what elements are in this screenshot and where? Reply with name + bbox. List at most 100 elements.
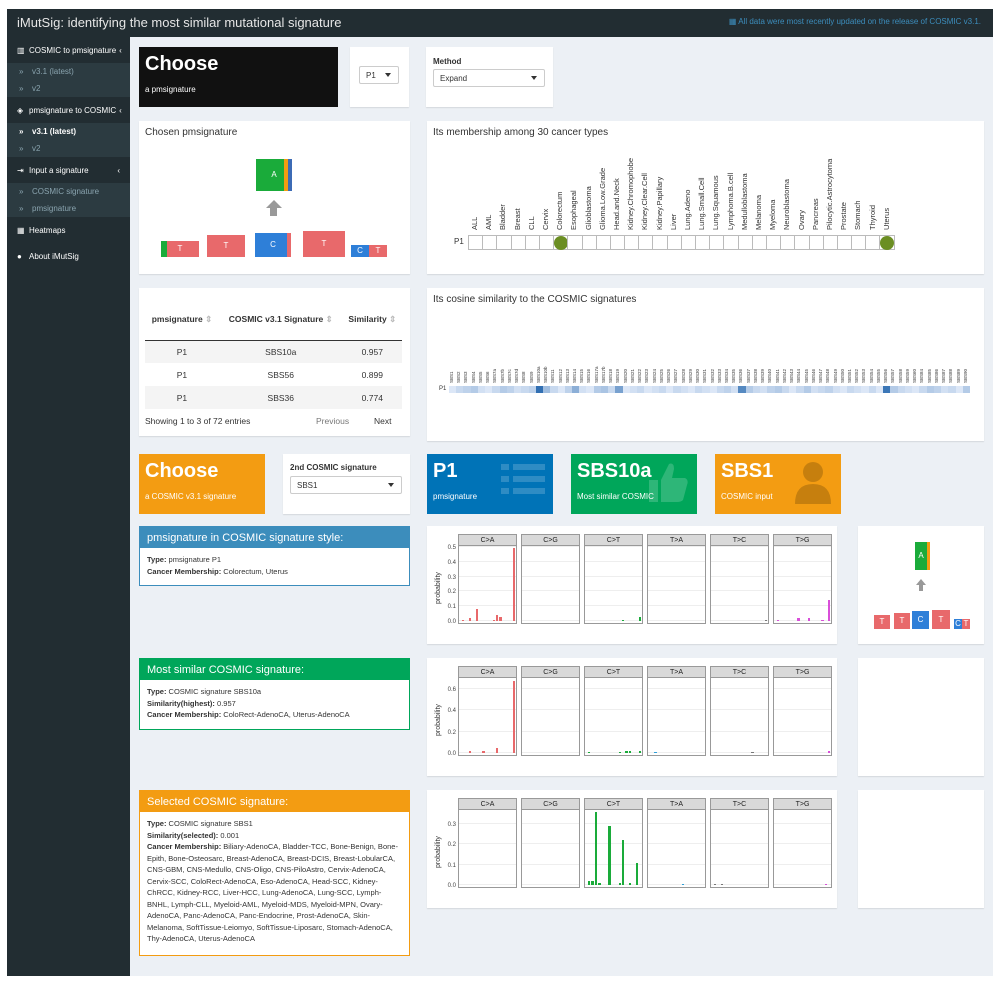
submenu-item-v31-active[interactable]: » v3.1 (latest) bbox=[19, 127, 77, 136]
membership-label: Liver bbox=[668, 213, 678, 230]
facet-header: C>T bbox=[585, 535, 642, 546]
table-row[interactable]: P1 SBS10a 0.957 bbox=[145, 340, 402, 363]
cosine-cell bbox=[825, 386, 833, 393]
facet-header: C>A bbox=[459, 667, 516, 678]
cosine-cell bbox=[752, 386, 761, 393]
method-select[interactable]: Expand bbox=[433, 69, 545, 87]
cosine-cell bbox=[637, 386, 645, 393]
submenu-input-signature: » COSMIC signature » pmsignature bbox=[7, 183, 130, 217]
cosine-cell bbox=[564, 386, 573, 393]
grid-line bbox=[459, 863, 516, 865]
submenu-item-cosmic-signature[interactable]: » COSMIC signature bbox=[19, 187, 100, 196]
facet-header: C>A bbox=[459, 799, 516, 810]
membership-cell bbox=[581, 235, 597, 250]
cosine-label: SBS14 bbox=[572, 368, 577, 383]
y-tick-label: 0.4 bbox=[447, 559, 456, 566]
cosine-cell bbox=[629, 386, 638, 393]
mini-arrow-stem bbox=[919, 585, 923, 591]
table-row[interactable]: P1 SBS56 0.899 bbox=[145, 363, 402, 386]
cosine-label: SBS87 bbox=[941, 368, 947, 383]
cosine-cell bbox=[854, 386, 862, 393]
grid-line bbox=[459, 709, 516, 711]
cosine-label: SBS1 bbox=[449, 371, 454, 383]
cosine-cell bbox=[557, 386, 566, 393]
sort-icon: ⇕ bbox=[325, 314, 333, 325]
cosine-cell bbox=[904, 386, 913, 393]
chosen-box-title: Chosen pmsignature bbox=[145, 127, 238, 138]
grid-line bbox=[522, 823, 579, 825]
cosine-label: SBS57 bbox=[890, 368, 896, 383]
table-cell: SBS10a bbox=[218, 340, 343, 363]
cosine-label: SBS15 bbox=[579, 368, 585, 383]
col-header-pmsignature[interactable]: pmsignature ⇕ bbox=[145, 300, 219, 341]
grid-line bbox=[774, 620, 831, 621]
submenu-item-v2[interactable]: » v2 bbox=[19, 144, 41, 153]
table-row[interactable]: P1 SBS36 0.774 bbox=[145, 386, 402, 409]
grid-line bbox=[774, 823, 831, 825]
submenu-item-v31[interactable]: » v3.1 (latest) bbox=[19, 67, 74, 76]
cosine-cell bbox=[477, 386, 486, 393]
cosine-cell bbox=[463, 386, 471, 393]
submenu-item-v2[interactable]: » v2 bbox=[19, 84, 41, 93]
spectrum-bar bbox=[594, 812, 598, 885]
col-header-cosmic[interactable]: COSMIC v3.1 Signature ⇕ bbox=[218, 300, 343, 341]
cosine-cell bbox=[485, 386, 493, 393]
double-chevron-icon: » bbox=[19, 144, 24, 153]
grid-line bbox=[648, 863, 705, 865]
cosine-cell bbox=[890, 386, 898, 393]
mini-up-arrow-icon bbox=[916, 579, 926, 585]
facet-panel: C>A bbox=[458, 666, 517, 756]
cosine-label: SBS37 bbox=[745, 368, 751, 383]
spectrum-bar bbox=[797, 618, 800, 621]
next-button[interactable]: Next bbox=[374, 416, 392, 426]
submenu-item-pmsignature[interactable]: » pmsignature bbox=[19, 204, 77, 213]
sidebar-item-pmsignature-to-cosmic[interactable]: ◈ pmsignature to COSMIC ‹ bbox=[17, 105, 122, 115]
sidebar-item-about[interactable]: ● About iMutSig bbox=[17, 251, 79, 261]
spectrum-bar bbox=[598, 882, 601, 885]
cosine-cell bbox=[796, 386, 804, 393]
cosine-cell bbox=[470, 386, 479, 393]
cosine-label: SBS50 bbox=[839, 368, 845, 383]
cosine-cell bbox=[861, 386, 869, 393]
membership-row-label: P1 bbox=[454, 237, 464, 246]
membership-cell bbox=[794, 235, 810, 250]
grid-line bbox=[585, 752, 642, 753]
cosine-cell bbox=[803, 386, 812, 393]
spectrum-bar bbox=[628, 882, 632, 885]
facet-header: T>A bbox=[648, 667, 705, 678]
double-chevron-icon: » bbox=[19, 127, 24, 136]
facet-panel: C>T bbox=[584, 798, 643, 888]
spectrum-bar bbox=[496, 615, 499, 621]
previous-button[interactable]: Previous bbox=[316, 416, 350, 426]
spectrum-chart-pmsignature: probability 0.0 0.1 0.2 0.3 0.4 0.5 C>A C>G C>T T>… bbox=[427, 526, 837, 644]
y-tick-label: 0.3 bbox=[447, 822, 456, 829]
spectrum-bar bbox=[635, 862, 638, 885]
cosine-cell bbox=[789, 386, 797, 393]
table-cell: 0.899 bbox=[361, 369, 383, 380]
col-header-similarity[interactable]: Similarity ⇕ bbox=[342, 300, 402, 341]
cosine-label: SBS9 bbox=[528, 371, 534, 383]
membership-label: AML bbox=[484, 214, 494, 230]
spectrum-chart-sbs10a: probability 0.0 0.2 0.4 0.6 C>A C>G C>T T>A T>C T>… bbox=[427, 658, 837, 776]
facet-panel: T>A bbox=[647, 666, 706, 756]
cosine-label: SBS17b bbox=[600, 366, 606, 383]
membership-label: Thyroid bbox=[867, 204, 877, 230]
grid-line bbox=[522, 863, 579, 865]
chevron-left-icon: ‹ bbox=[119, 105, 122, 115]
sidebar-item-input-signature[interactable]: ⇥ Input a signature ‹ bbox=[17, 165, 120, 175]
sidebar-item-cosmic-to-pmsignature[interactable]: ▥ COSMIC to pmsignature ‹ bbox=[17, 45, 122, 55]
choose-cosmic-box: Choose a COSMIC v3.1 signature bbox=[139, 454, 265, 514]
second-cosmic-select[interactable]: SBS1 bbox=[290, 476, 402, 494]
y-axis-label: probability bbox=[435, 836, 442, 868]
sidebar-item-heatmaps[interactable]: ▦ Heatmaps bbox=[17, 225, 66, 235]
logo-flank-6: T bbox=[369, 245, 387, 257]
cosine-label: SBS7a bbox=[492, 368, 498, 383]
grid-line bbox=[585, 687, 642, 689]
membership-cell bbox=[510, 235, 526, 250]
y-axis-label: probability bbox=[435, 572, 442, 604]
cosine-label: SBS51 bbox=[846, 368, 852, 383]
cosine-label: SBS36 bbox=[738, 368, 744, 383]
membership-cell bbox=[538, 235, 555, 250]
grid-line bbox=[522, 752, 579, 753]
pmsignature-select[interactable]: P1 bbox=[359, 66, 399, 84]
